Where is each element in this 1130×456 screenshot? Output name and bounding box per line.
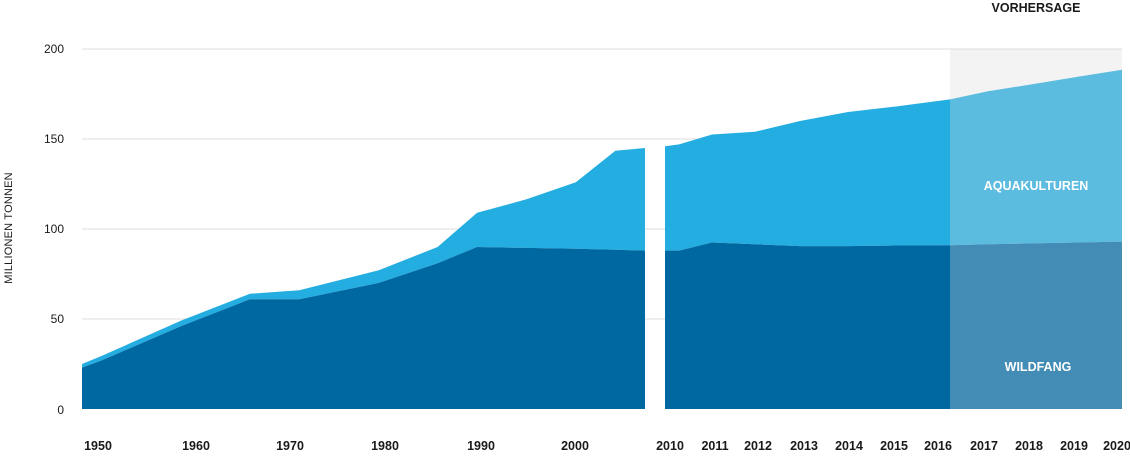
x-tick-2019: 2019 xyxy=(1060,439,1088,453)
areas xyxy=(82,69,1122,409)
series-label-wildfang: WILDFANG xyxy=(1005,360,1072,374)
x-tick-2000: 2000 xyxy=(561,439,589,453)
x-axis-ticks: 1950 1960 1970 1980 1990 2000 2010 2011 2012 2013… xyxy=(84,439,1130,453)
x-tick-2011: 2011 xyxy=(701,439,728,453)
x-tick-2012: 2012 xyxy=(744,439,772,453)
y-axis-ticks: 0 50 100 150 200 xyxy=(44,42,64,417)
x-tick-1950: 1950 xyxy=(84,439,112,453)
y-tick-200: 200 xyxy=(44,42,64,56)
x-tick-2016: 2016 xyxy=(924,439,952,453)
x-tick-2013: 2013 xyxy=(790,439,818,453)
y-tick-150: 150 xyxy=(44,132,64,146)
x-tick-1970: 1970 xyxy=(276,439,304,453)
area-wildfang-1950-2007 xyxy=(82,247,645,409)
x-tick-2018: 2018 xyxy=(1015,439,1043,453)
series-label-aquakulturen: AQUAKULTUREN xyxy=(984,179,1089,193)
x-tick-2010: 2010 xyxy=(656,439,684,453)
x-tick-2015: 2015 xyxy=(880,439,908,453)
x-tick-1960: 1960 xyxy=(182,439,210,453)
x-tick-2020: 2020 xyxy=(1103,439,1130,453)
area-wildfang-forecast xyxy=(950,241,1122,409)
y-tick-50: 50 xyxy=(51,312,65,326)
y-tick-100: 100 xyxy=(44,222,64,236)
x-tick-1980: 1980 xyxy=(371,439,399,453)
x-tick-1990: 1990 xyxy=(467,439,495,453)
y-axis-label: MILLIONEN TONNEN xyxy=(3,172,15,284)
forecast-label: VORHERSAGE xyxy=(992,1,1081,15)
y-tick-0: 0 xyxy=(57,403,64,417)
area-aquakulturen-2010-2016 xyxy=(665,99,950,251)
x-tick-2014: 2014 xyxy=(835,439,863,453)
area-wildfang-2010-2016 xyxy=(665,242,950,409)
x-tick-2017: 2017 xyxy=(970,439,998,453)
area-aquakulturen-forecast xyxy=(950,69,1122,246)
